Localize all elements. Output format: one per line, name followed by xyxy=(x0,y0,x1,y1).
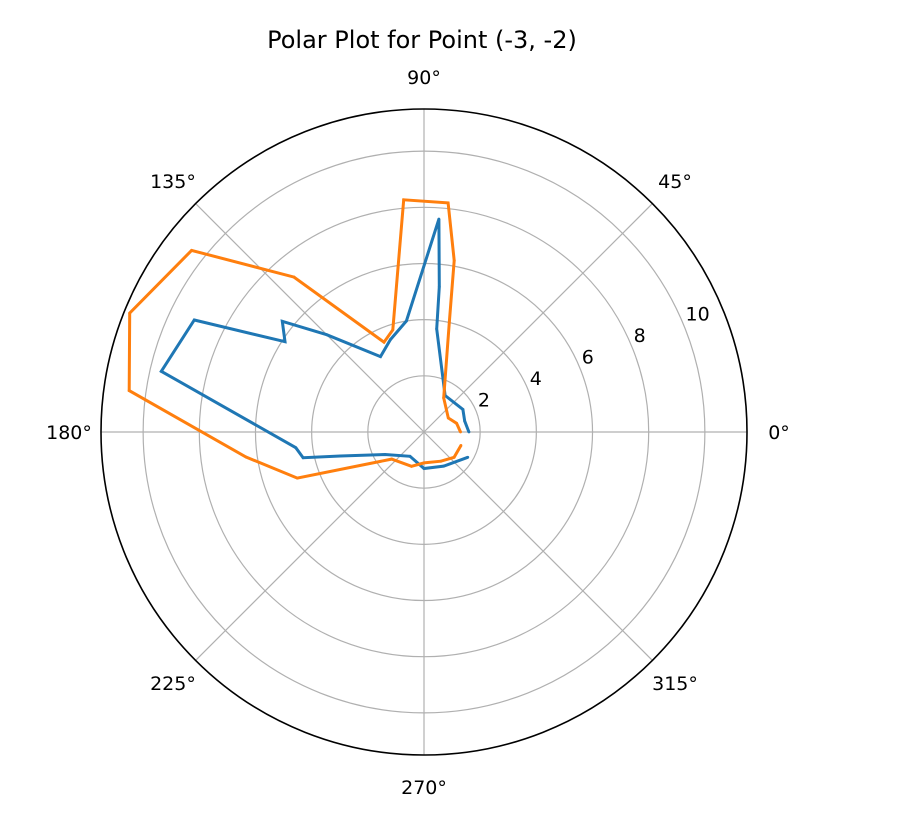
series-0-point-4 xyxy=(435,327,439,331)
theta-tick-label-0: 0° xyxy=(768,422,790,444)
series-1-point-20 xyxy=(452,455,456,459)
series-0-point-10 xyxy=(325,333,329,337)
series-0-point-17 xyxy=(338,454,342,458)
theta-tick-label-1: 45° xyxy=(658,171,692,193)
series-1-point-10 xyxy=(292,275,296,279)
theta-grid-line-7 xyxy=(423,431,653,661)
series-0-point-18 xyxy=(383,453,387,456)
series-1-point-19 xyxy=(439,459,443,463)
theta-grid-line-1 xyxy=(423,203,653,433)
theta-tick-label-3: 135° xyxy=(150,171,196,193)
series-0-point-22 xyxy=(466,455,470,459)
series-1-point-13 xyxy=(127,389,131,392)
series-1-point-1 xyxy=(455,421,458,425)
series-1-point-17 xyxy=(410,464,413,468)
chart-title: Polar Plot for Point (-3, -2) xyxy=(267,26,577,54)
series-1-point-7 xyxy=(402,198,406,202)
series-0-point-0 xyxy=(467,430,471,434)
r-tick-label-3: 8 xyxy=(634,325,646,347)
series-1-point-14 xyxy=(244,455,248,459)
theta-tick-label-4: 180° xyxy=(46,422,92,444)
series-1-point-4 xyxy=(447,321,451,324)
series-0-point-8 xyxy=(388,338,392,342)
theta-tick-label-7: 315° xyxy=(652,673,698,695)
series-0-point-12 xyxy=(283,340,287,344)
series-0-point-2 xyxy=(461,408,465,411)
series-0-point-21 xyxy=(442,464,446,468)
theta-tick-label-2: 90° xyxy=(407,67,441,89)
frame-layer xyxy=(100,108,748,756)
series-0-point-20 xyxy=(422,467,426,470)
series-line-1 xyxy=(127,198,463,480)
series-0-point-15 xyxy=(294,446,298,450)
series-1-point-12 xyxy=(128,311,132,315)
theta-grid-line-3 xyxy=(195,203,425,433)
grid-layer xyxy=(101,109,747,755)
series-1-point-3 xyxy=(442,396,446,400)
series-1-point-5 xyxy=(452,259,456,262)
series-1-point-16 xyxy=(390,457,394,461)
series-0-point-7 xyxy=(405,319,408,323)
series-0-point-1 xyxy=(463,419,467,423)
series-layer xyxy=(127,198,471,480)
series-1-point-18 xyxy=(422,461,426,465)
series-0-point-13 xyxy=(192,318,196,322)
series-0-point-11 xyxy=(280,319,284,323)
series-0-point-19 xyxy=(408,454,412,458)
series-1-point-21 xyxy=(459,444,463,447)
series-1-point-6 xyxy=(446,201,450,205)
series-0-point-14 xyxy=(159,369,163,373)
r-tick-label-2: 6 xyxy=(582,347,594,369)
series-0-point-9 xyxy=(379,355,382,358)
series-0-point-6 xyxy=(437,217,441,221)
series-0-point-5 xyxy=(437,285,441,289)
series-1-point-9 xyxy=(382,340,386,344)
r-tick-label-1: 4 xyxy=(530,368,542,390)
series-1-point-8 xyxy=(391,328,395,332)
theta-tick-label-5: 225° xyxy=(150,673,196,695)
r-tick-label-0: 2 xyxy=(478,390,490,412)
series-1-point-2 xyxy=(446,416,450,420)
r-tick-label-4: 10 xyxy=(685,304,709,326)
series-1-point-15 xyxy=(295,476,299,480)
series-1-point-11 xyxy=(190,249,194,252)
series-0-point-16 xyxy=(301,456,305,460)
series-1-point-0 xyxy=(459,430,462,434)
polar-frame xyxy=(100,108,748,756)
label-layer: 0° 45° 90° 135° 180° 225° 270° 315° 2 4 6 8 10 xyxy=(46,67,790,799)
theta-grid-line-5 xyxy=(195,431,425,661)
theta-tick-label-6: 270° xyxy=(401,777,447,799)
